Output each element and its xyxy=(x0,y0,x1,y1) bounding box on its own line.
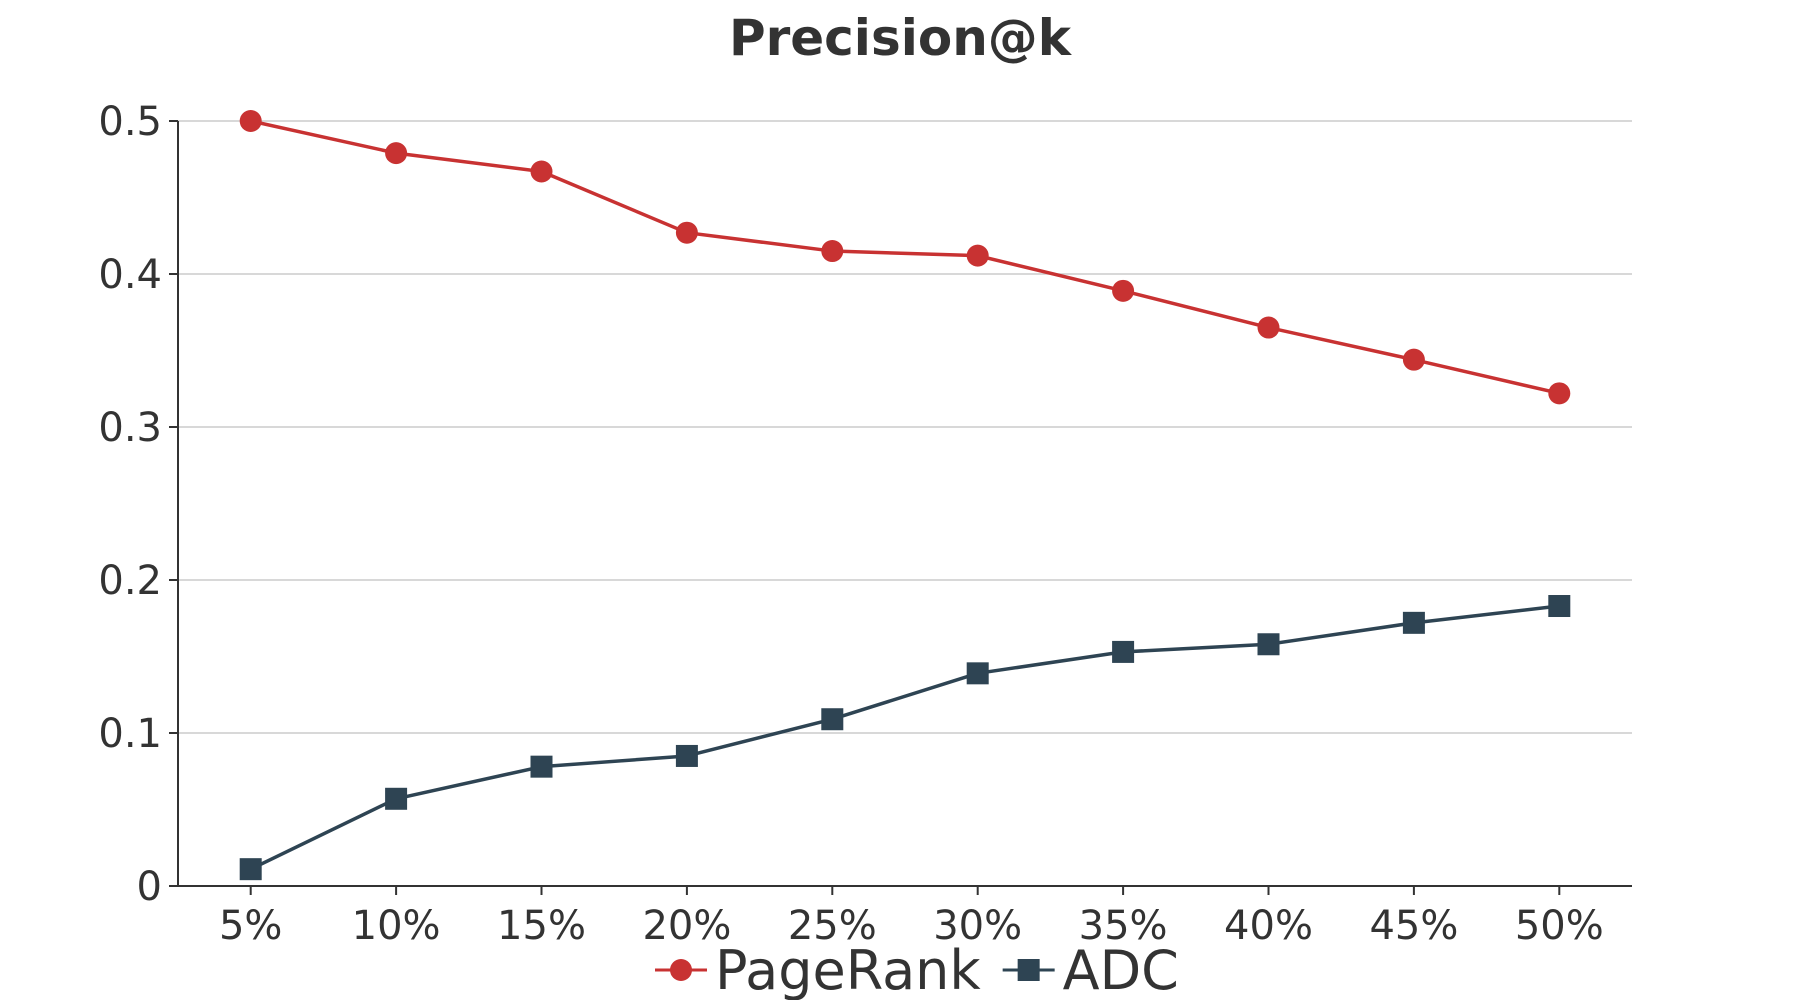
legend-marker xyxy=(1017,959,1040,981)
series-adc xyxy=(239,595,1571,881)
x-tick-label: 50% xyxy=(1515,903,1604,949)
chart-title: Precision@k xyxy=(729,9,1073,67)
data-point xyxy=(966,244,989,267)
data-point xyxy=(1112,279,1135,302)
data-point xyxy=(1548,595,1571,618)
data-point xyxy=(675,744,698,767)
x-tick-label: 35% xyxy=(1079,903,1168,949)
data-point xyxy=(1257,633,1280,656)
data-point xyxy=(530,160,553,183)
data-point xyxy=(1402,611,1425,634)
data-point xyxy=(1402,348,1425,371)
y-tick-label: 0.5 xyxy=(98,99,162,145)
x-tick-label: 10% xyxy=(352,903,441,949)
x-tick-label: 45% xyxy=(1369,903,1458,949)
gridlines xyxy=(178,120,1632,734)
data-point xyxy=(966,662,989,685)
data-point xyxy=(239,110,262,132)
y-tick-labels: 0 0.1 0.2 0.3 0.4 0.5 xyxy=(98,99,162,910)
x-tick-label: 15% xyxy=(497,903,586,949)
x-tick-label: 5% xyxy=(219,903,282,949)
x-tick-label: 30% xyxy=(933,903,1022,949)
data-point xyxy=(675,221,698,244)
x-tick-labels: 5% 10% 15% 20% 25% 30% 35% 40% 45% 50% xyxy=(219,903,1604,949)
y-tick-label: 0.1 xyxy=(98,711,162,757)
legend-item-adc: ADC xyxy=(1002,939,1179,1000)
axes xyxy=(169,120,1632,895)
data-point xyxy=(239,858,262,881)
series-line xyxy=(250,119,1560,396)
data-point xyxy=(821,708,844,731)
series xyxy=(239,110,1571,881)
legend-marker xyxy=(670,959,692,981)
data-point xyxy=(385,787,408,810)
y-tick-label: 0.3 xyxy=(98,405,162,451)
x-tick-label: 40% xyxy=(1224,903,1313,949)
data-point xyxy=(530,755,553,778)
legend-label: ADC xyxy=(1063,939,1179,1000)
y-tick-label: 0.4 xyxy=(98,252,162,298)
series-line xyxy=(249,604,1560,871)
y-tick-label: 0 xyxy=(137,864,162,910)
y-tick-label: 0.2 xyxy=(98,558,162,604)
legend-label: PageRank xyxy=(715,939,981,1000)
series-pagerank xyxy=(239,110,1571,405)
legend: PageRank ADC xyxy=(655,939,1179,1000)
data-point xyxy=(1548,382,1571,405)
data-point xyxy=(821,240,844,263)
data-point xyxy=(1257,316,1280,339)
data-point xyxy=(385,142,408,165)
data-point xyxy=(1112,640,1135,663)
legend-item-pagerank: PageRank xyxy=(655,939,981,1000)
x-tick-label: 20% xyxy=(642,903,731,949)
x-tick-label: 25% xyxy=(788,903,877,949)
